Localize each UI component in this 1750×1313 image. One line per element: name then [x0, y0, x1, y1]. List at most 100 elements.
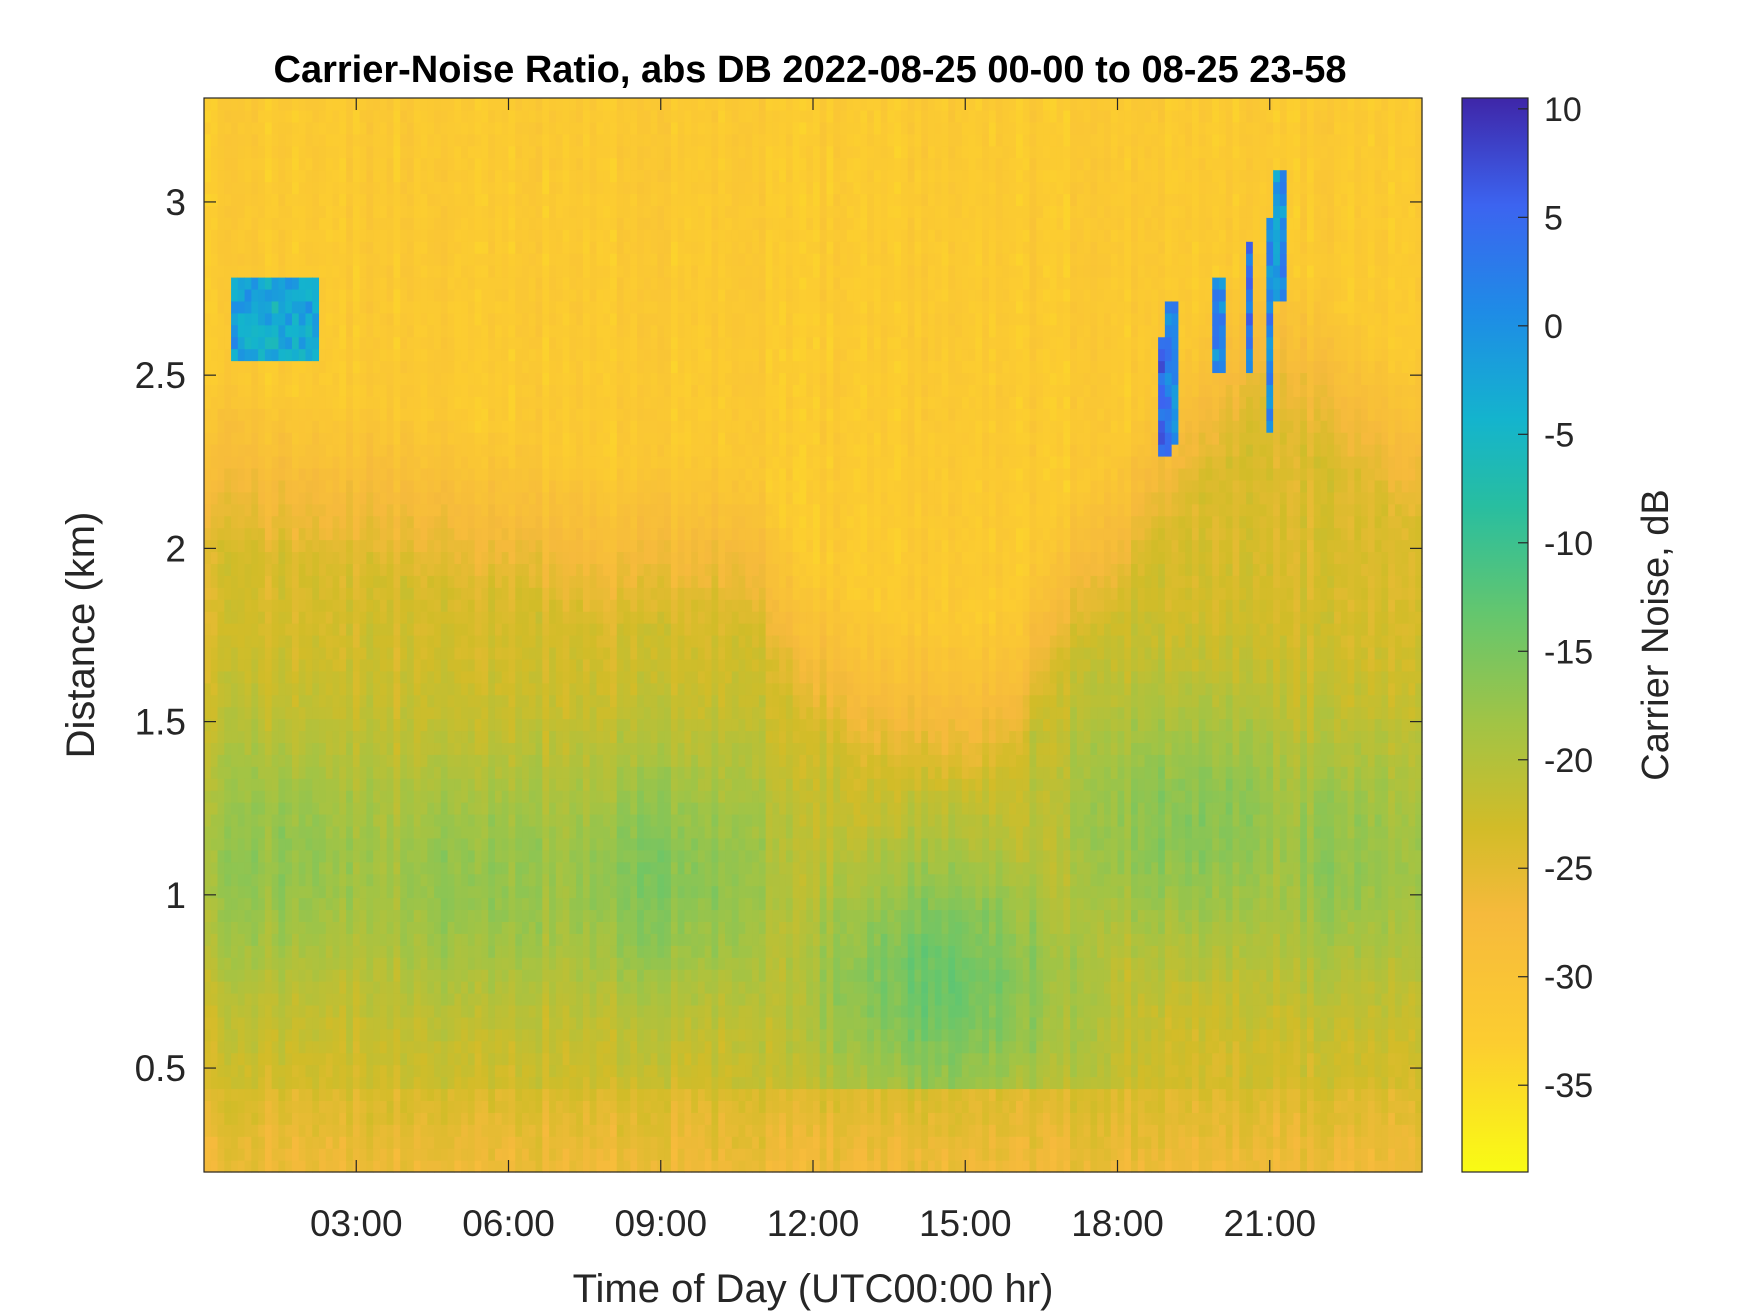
heatmap-cell — [373, 849, 381, 863]
heatmap-cell — [542, 133, 550, 147]
heatmap-cell — [285, 1028, 293, 1042]
heatmap-cell — [305, 360, 313, 374]
heatmap-cell — [373, 682, 381, 696]
heatmap-cell — [298, 945, 307, 958]
heatmap-cell — [231, 1124, 239, 1137]
heatmap-cell — [522, 205, 530, 218]
heatmap-cell — [569, 766, 577, 779]
heatmap-cell — [204, 885, 212, 899]
heatmap-cell — [576, 921, 584, 934]
heatmap-cell — [231, 420, 239, 433]
heatmap-cell — [454, 277, 462, 290]
heatmap-cell — [312, 336, 320, 350]
heatmap-cell — [258, 253, 266, 266]
heatmap-cell — [420, 551, 428, 564]
heatmap-cell — [386, 658, 395, 672]
heatmap-cell — [440, 193, 449, 206]
heatmap-cell — [420, 157, 428, 171]
heatmap-cell — [434, 766, 442, 779]
heatmap-cell — [291, 479, 300, 493]
heatmap-cell — [319, 814, 327, 827]
heatmap-cell — [373, 408, 381, 421]
heatmap-cell — [447, 121, 455, 135]
heatmap-cell — [542, 921, 550, 934]
heatmap-cell — [528, 670, 537, 684]
heatmap-cell — [576, 1064, 584, 1078]
heatmap-cell — [454, 623, 462, 636]
heatmap-cell — [474, 1148, 483, 1161]
heatmap-cell — [386, 551, 395, 564]
heatmap-cell — [474, 288, 483, 302]
heatmap-cell — [305, 790, 313, 803]
heatmap-cell — [494, 730, 503, 743]
heatmap-cell — [379, 551, 388, 564]
heatmap-cell — [400, 969, 408, 982]
heatmap-cell — [217, 372, 225, 385]
heatmap-cell — [352, 575, 361, 588]
heatmap-cell — [359, 467, 367, 481]
heatmap-cell — [224, 635, 232, 648]
heatmap-cell — [522, 241, 530, 254]
heatmap-cell — [312, 814, 320, 827]
heatmap-cell — [264, 384, 273, 397]
heatmap-cell — [542, 491, 550, 505]
heatmap-cell — [528, 981, 537, 994]
heatmap-cell — [278, 193, 286, 206]
heatmap-cell — [481, 1016, 489, 1030]
heatmap-cell — [440, 324, 449, 338]
heatmap-cell — [434, 718, 442, 732]
heatmap-cell — [373, 730, 381, 743]
heatmap-cell — [285, 658, 293, 672]
heatmap-cell — [413, 288, 422, 302]
heatmap-cell — [400, 300, 408, 314]
heatmap-cell — [319, 527, 327, 541]
heatmap-cell — [244, 587, 252, 600]
heatmap-cell — [528, 658, 537, 672]
heatmap-cell — [251, 396, 259, 409]
heatmap-cell — [373, 1064, 381, 1078]
heatmap-cell — [549, 909, 557, 922]
heatmap-cell — [352, 551, 361, 564]
heatmap-cell — [291, 360, 300, 374]
heatmap-cell — [210, 348, 219, 362]
heatmap-cell — [305, 491, 313, 505]
heatmap-cell — [569, 193, 577, 206]
heatmap-cell — [352, 587, 361, 600]
heatmap-cell — [420, 145, 428, 159]
heatmap-cell — [549, 265, 557, 278]
heatmap-cell — [515, 646, 523, 660]
heatmap-cell — [359, 98, 367, 111]
heatmap-cell — [440, 253, 449, 266]
heatmap-cell — [325, 754, 334, 767]
heatmap-cell — [346, 456, 354, 469]
heatmap-cell — [217, 563, 225, 576]
heatmap-cell — [379, 981, 388, 994]
heatmap-cell — [231, 635, 239, 648]
heatmap-cell — [224, 157, 232, 171]
heatmap-cell — [271, 217, 280, 230]
heatmap-cell — [434, 1040, 442, 1054]
heatmap-cell — [454, 885, 462, 899]
heatmap-cell — [291, 1052, 300, 1066]
heatmap-cell — [237, 408, 246, 421]
heatmap-cell — [204, 778, 212, 791]
heatmap-cell — [461, 384, 469, 397]
heatmap-cell — [467, 897, 476, 911]
heatmap-cell — [522, 360, 530, 374]
heatmap-cell — [515, 897, 523, 911]
heatmap-cell — [312, 288, 320, 302]
heatmap-cell — [434, 98, 442, 111]
heatmap-cell — [420, 754, 428, 767]
heatmap-cell — [325, 778, 334, 791]
heatmap-cell — [305, 420, 313, 433]
heatmap-cell — [210, 217, 219, 230]
heatmap-cell — [481, 384, 489, 397]
heatmap-cell — [454, 849, 462, 863]
heatmap-cell — [352, 277, 361, 290]
heatmap-cell — [278, 897, 286, 911]
heatmap-cell — [285, 503, 293, 517]
heatmap-cell — [474, 933, 483, 946]
heatmap-cell — [413, 396, 422, 409]
heatmap-cell — [346, 718, 354, 732]
heatmap-cell — [386, 121, 395, 135]
